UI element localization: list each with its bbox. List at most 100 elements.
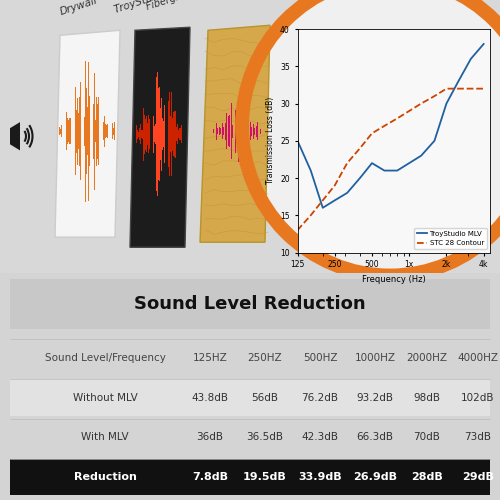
- Bar: [236, 96, 238, 166]
- Text: 93.2dB: 93.2dB: [356, 392, 394, 402]
- TroyStudio MLV: [382, 168, 388, 173]
- Text: 76.2dB: 76.2dB: [302, 392, 339, 402]
- Bar: [10, 419, 490, 456]
- Bar: [111, 126, 112, 137]
- Bar: [173, 112, 174, 156]
- Bar: [164, 106, 165, 163]
- Bar: [87, 108, 88, 155]
- TroyStudio MLV: [332, 198, 338, 203]
- Bar: [62, 119, 63, 144]
- TroyStudio MLV: [357, 175, 363, 181]
- Text: 70dB: 70dB: [414, 432, 440, 442]
- X-axis label: Frequency (Hz): Frequency (Hz): [362, 274, 426, 283]
- Bar: [78, 113, 79, 150]
- Bar: [260, 128, 261, 134]
- Bar: [216, 122, 217, 140]
- Bar: [136, 126, 137, 143]
- Bar: [258, 126, 260, 136]
- TroyStudio MLV: [369, 160, 375, 166]
- Bar: [219, 127, 220, 136]
- Text: 26.9dB: 26.9dB: [353, 472, 397, 482]
- STC 28 Contour: [332, 182, 338, 188]
- Bar: [105, 124, 106, 138]
- Bar: [72, 120, 74, 143]
- Text: 56dB: 56dB: [252, 392, 278, 402]
- Polygon shape: [130, 27, 190, 248]
- Bar: [238, 100, 239, 162]
- Bar: [177, 124, 178, 144]
- STC 28 Contour: [418, 100, 424, 106]
- Bar: [146, 116, 147, 152]
- Bar: [232, 124, 233, 138]
- STC 28 Contour: [320, 198, 326, 203]
- Bar: [10, 379, 490, 416]
- TroyStudio MLV: [320, 205, 326, 211]
- Bar: [230, 103, 232, 160]
- Bar: [220, 128, 222, 134]
- Bar: [148, 116, 149, 153]
- Bar: [95, 120, 96, 142]
- Bar: [254, 128, 255, 135]
- Bar: [98, 98, 99, 165]
- STC 28 Contour: [344, 160, 350, 166]
- Text: 66.3dB: 66.3dB: [356, 432, 394, 442]
- Bar: [160, 113, 162, 156]
- Polygon shape: [10, 122, 20, 150]
- Bar: [160, 108, 161, 160]
- Bar: [108, 116, 109, 147]
- Bar: [158, 96, 160, 172]
- Text: 43.8dB: 43.8dB: [192, 392, 228, 402]
- Bar: [229, 115, 230, 148]
- Bar: [68, 120, 69, 142]
- Bar: [179, 128, 180, 140]
- TroyStudio MLV: [294, 138, 300, 144]
- Bar: [59, 128, 60, 135]
- Bar: [152, 108, 153, 160]
- Bar: [257, 122, 258, 141]
- Text: 36dB: 36dB: [196, 432, 224, 442]
- Bar: [167, 106, 168, 162]
- Text: Without MLV: Without MLV: [72, 392, 138, 402]
- TroyStudio MLV: [456, 78, 462, 84]
- Polygon shape: [55, 30, 120, 237]
- Bar: [247, 116, 248, 146]
- Circle shape: [247, 0, 500, 270]
- Bar: [113, 128, 114, 135]
- Bar: [106, 126, 107, 137]
- Bar: [103, 122, 104, 141]
- Bar: [142, 130, 143, 139]
- Bar: [80, 82, 81, 180]
- STC 28 Contour: [308, 212, 314, 218]
- Bar: [158, 88, 159, 180]
- Bar: [100, 89, 102, 173]
- Bar: [150, 118, 151, 150]
- Text: 2000HZ: 2000HZ: [406, 352, 448, 362]
- Bar: [252, 124, 254, 139]
- Text: 125HZ: 125HZ: [192, 352, 228, 362]
- Bar: [175, 111, 176, 158]
- STC 28 Contour: [480, 86, 486, 91]
- Text: Reduction: Reduction: [74, 472, 136, 482]
- Bar: [151, 130, 152, 138]
- STC 28 Contour: [357, 145, 363, 151]
- Bar: [244, 108, 245, 155]
- Bar: [148, 126, 150, 143]
- Bar: [96, 96, 97, 166]
- Bar: [10, 459, 490, 496]
- Bar: [155, 124, 156, 144]
- Text: 98dB: 98dB: [414, 392, 440, 402]
- TroyStudio MLV: [406, 160, 412, 166]
- Bar: [153, 116, 154, 153]
- Bar: [154, 114, 155, 154]
- Text: 19.5dB: 19.5dB: [243, 472, 287, 482]
- STC 28 Contour: [444, 86, 450, 91]
- Bar: [144, 114, 145, 154]
- TroyStudio MLV: [432, 138, 438, 144]
- Bar: [70, 118, 71, 144]
- STC 28 Contour: [394, 116, 400, 121]
- Text: 33.9dB: 33.9dB: [298, 472, 342, 482]
- Bar: [157, 72, 158, 196]
- Bar: [86, 88, 87, 174]
- Text: 73dB: 73dB: [464, 432, 491, 442]
- Bar: [156, 51, 158, 218]
